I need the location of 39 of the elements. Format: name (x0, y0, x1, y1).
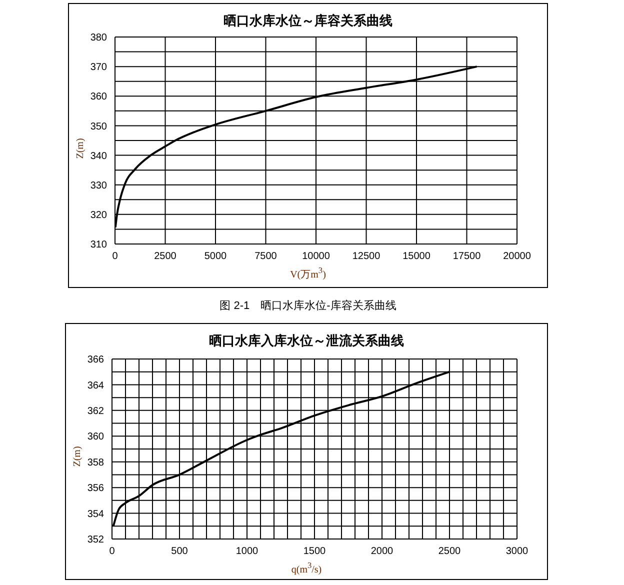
x-tick-label: 2500 (438, 546, 462, 558)
chart-title: 晒口水库入库水位～泄流关系曲线 (208, 332, 405, 350)
y-tick-label: 380 (90, 32, 108, 44)
y-tick-label: 364 (87, 380, 104, 392)
y-tick-label: 356 (87, 483, 104, 494)
y-axis-title: Z(m) (72, 446, 83, 467)
caption: 图 2-1 晒口水库水位-库容关系曲线 (218, 298, 398, 313)
x-tick-label: 2000 (370, 546, 394, 558)
x-tick-label: 0 (109, 546, 116, 558)
y-tick-label: 370 (90, 62, 108, 74)
y-tick-label: 366 (87, 354, 104, 366)
x-tick-label: 7500 (254, 251, 278, 262)
y-tick-label: 358 (87, 457, 104, 468)
y-tick-label: 320 (90, 210, 108, 221)
x-tick-label: 17500 (452, 251, 482, 262)
y-tick-label: 354 (87, 508, 104, 520)
x-tick-label: 1000 (236, 546, 259, 558)
x-tick-label: 2500 (154, 251, 177, 262)
x-tick-label: 3000 (506, 546, 529, 558)
x-tick-label: 500 (171, 546, 188, 558)
chart-title: 晒口水库水位～库容关系曲线 (222, 12, 394, 30)
y-tick-label: 310 (90, 240, 108, 251)
x-tick-label: 5000 (204, 251, 228, 262)
x-tick-label: 12500 (352, 251, 381, 262)
x-axis-title: q(m$^{3}$/s) (290, 561, 323, 576)
y-tick-label: 360 (90, 92, 108, 103)
y-tick-label: 330 (90, 180, 108, 192)
y-tick-label: 360 (87, 432, 104, 443)
y-tick-label: 350 (90, 121, 108, 132)
x-axis-title: V(万m$^{3}$) (289, 266, 327, 282)
y-tick-label: 340 (90, 150, 108, 162)
x-tick-label: 10000 (302, 251, 330, 262)
x-tick-label: 15000 (402, 251, 431, 262)
y-axis-title: Z(m) (74, 138, 86, 158)
x-tick-label: 20000 (503, 251, 532, 262)
x-tick-label: 1500 (303, 546, 326, 558)
y-tick-label: 362 (87, 406, 104, 417)
x-tick-label: 0 (112, 251, 118, 262)
y-tick-label: 352 (87, 534, 104, 546)
